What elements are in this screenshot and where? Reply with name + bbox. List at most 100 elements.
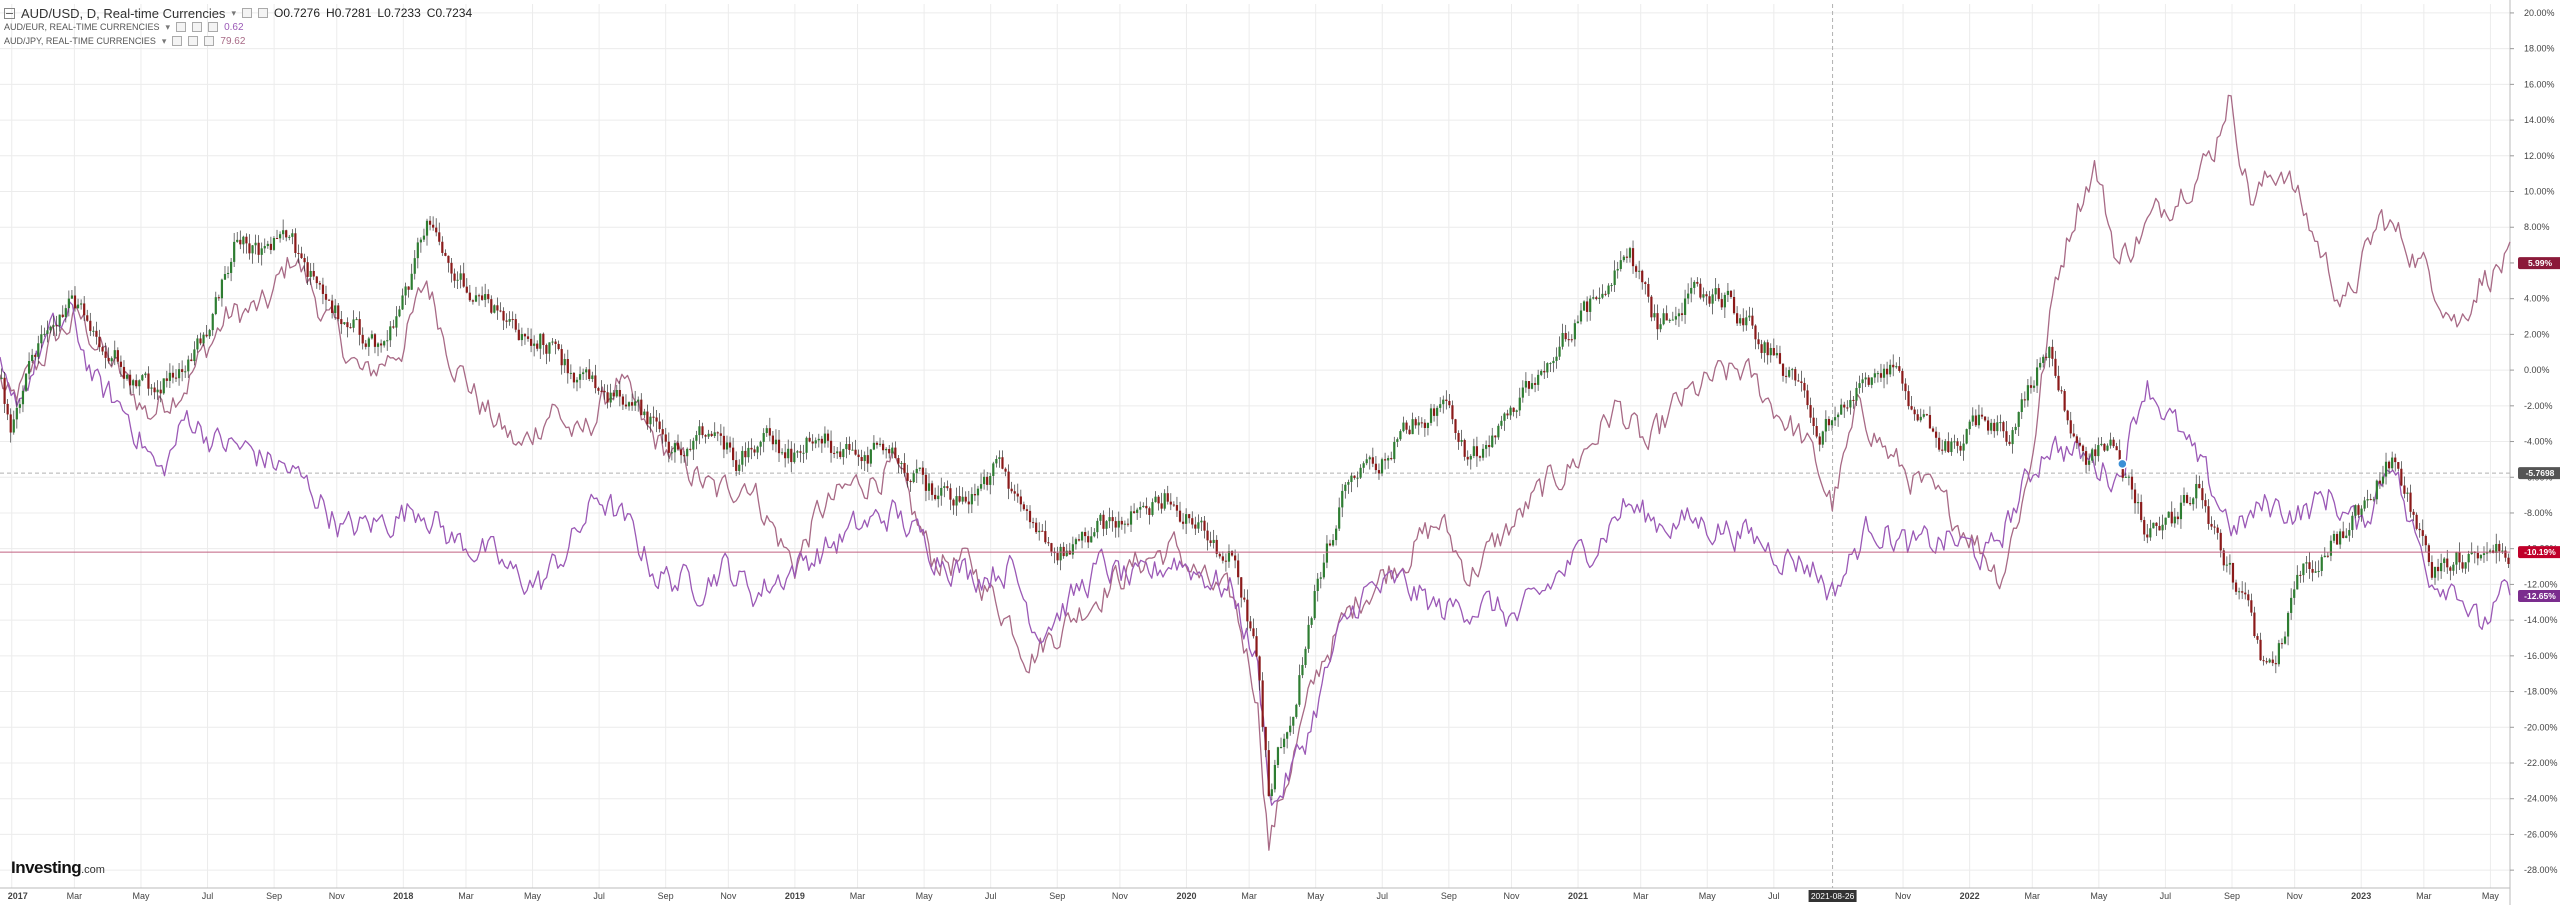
candle-body [618, 389, 621, 397]
candle-body [2189, 503, 2192, 505]
candle-body [1154, 496, 1157, 503]
candle-body [2464, 562, 2467, 569]
y-tick-label: -20.00% [2524, 722, 2558, 732]
candle-body [12, 419, 15, 433]
settings-icon[interactable] [188, 36, 199, 46]
candle-body [1338, 507, 1341, 529]
candle-body [1928, 414, 1932, 429]
x-tick-label: Sep [1441, 891, 1457, 901]
candle-body [2455, 552, 2458, 565]
candle-body [692, 440, 695, 450]
x-tick-label: Mar [850, 891, 866, 901]
candle-body [1044, 531, 1047, 543]
candle-body [1922, 414, 1925, 417]
candle-body [95, 330, 98, 337]
candle-body [1478, 456, 1482, 458]
candle-body [679, 449, 683, 456]
candle-body [927, 483, 931, 491]
candle-body [698, 426, 701, 436]
x-tick-label: Mar [458, 891, 474, 901]
candle-body [376, 343, 380, 347]
settings-icon[interactable] [257, 8, 268, 18]
candle-body [2354, 505, 2357, 516]
candle-body [245, 236, 248, 244]
candle-body [1279, 747, 1283, 749]
candle-body [1846, 407, 1849, 409]
candle-body [1739, 318, 1742, 324]
candle-body [1224, 560, 1228, 562]
candle-body [878, 443, 882, 445]
y-tick-label: 4.00% [2524, 294, 2550, 304]
candle-body [1393, 441, 1396, 460]
candle-body [545, 345, 548, 354]
candle-body [2504, 550, 2507, 558]
candle-body [2360, 508, 2363, 515]
collapse-legend-toggle[interactable] [4, 7, 15, 19]
candle-body [257, 242, 260, 255]
candle-body [2179, 502, 2183, 520]
chevron-down-icon[interactable]: ▾ [165, 21, 171, 32]
candle-body [327, 299, 331, 301]
chevron-down-icon[interactable]: ▾ [231, 7, 236, 18]
candle-body [918, 467, 921, 469]
remove-series-icon[interactable] [204, 36, 215, 46]
visibility-icon[interactable] [176, 22, 187, 32]
candle-body [1218, 553, 1221, 557]
event-marker-dot[interactable] [2117, 458, 2128, 470]
candle-body [2155, 522, 2158, 526]
settings-icon[interactable] [192, 22, 203, 32]
candle-body [1714, 288, 1717, 295]
candle-body [1885, 368, 1889, 375]
candle-body [875, 442, 879, 445]
remove-series-icon[interactable] [208, 22, 219, 32]
candle-body [2247, 594, 2250, 601]
candle-body [591, 375, 594, 379]
candle-body [1904, 383, 1907, 392]
visibility-icon[interactable] [241, 8, 252, 18]
candle-body [1038, 530, 1041, 533]
candle-body [487, 294, 490, 300]
x-tick-label: May [1699, 891, 1717, 901]
candle-body [1833, 417, 1837, 421]
candle-body [805, 437, 808, 453]
candle-body [349, 327, 352, 329]
candle-body [1405, 422, 1408, 430]
chevron-down-icon[interactable]: ▾ [161, 35, 167, 46]
candle-body [1775, 353, 1778, 356]
candle-body [1432, 408, 1436, 416]
candle-body [1570, 339, 1573, 341]
visibility-icon[interactable] [172, 36, 183, 46]
candle-body [1457, 432, 1460, 442]
candle-body [340, 319, 343, 325]
candle-body [1261, 680, 1264, 727]
candle-body [646, 411, 649, 425]
candle-body [1077, 539, 1081, 541]
candle-body [300, 253, 303, 259]
candle-body [113, 350, 116, 359]
candle-body [1481, 448, 1485, 458]
candle-body [863, 455, 866, 462]
candle-body [2501, 550, 2504, 552]
candle-body [784, 452, 787, 459]
candle-body [2164, 517, 2167, 525]
candle-body [1335, 528, 1338, 541]
candle-body [1313, 591, 1316, 619]
candle-body [2290, 597, 2293, 613]
candle-body [61, 314, 64, 318]
candle-body [1191, 518, 1194, 525]
x-tick-label: May [1307, 891, 1325, 901]
candle-body [585, 369, 588, 373]
candle-body [526, 336, 530, 339]
candle-body [1160, 503, 1163, 509]
candle-body [1751, 315, 1754, 326]
candle-body [1696, 281, 1699, 284]
candle-body [481, 295, 484, 300]
event-marker[interactable] [2117, 458, 2128, 470]
candle-body [2482, 553, 2486, 555]
candle-body [2130, 476, 2134, 490]
candle-body [1665, 313, 1668, 321]
candle-body [2308, 562, 2311, 569]
candle-body [2253, 612, 2256, 637]
candle-body [949, 488, 952, 500]
